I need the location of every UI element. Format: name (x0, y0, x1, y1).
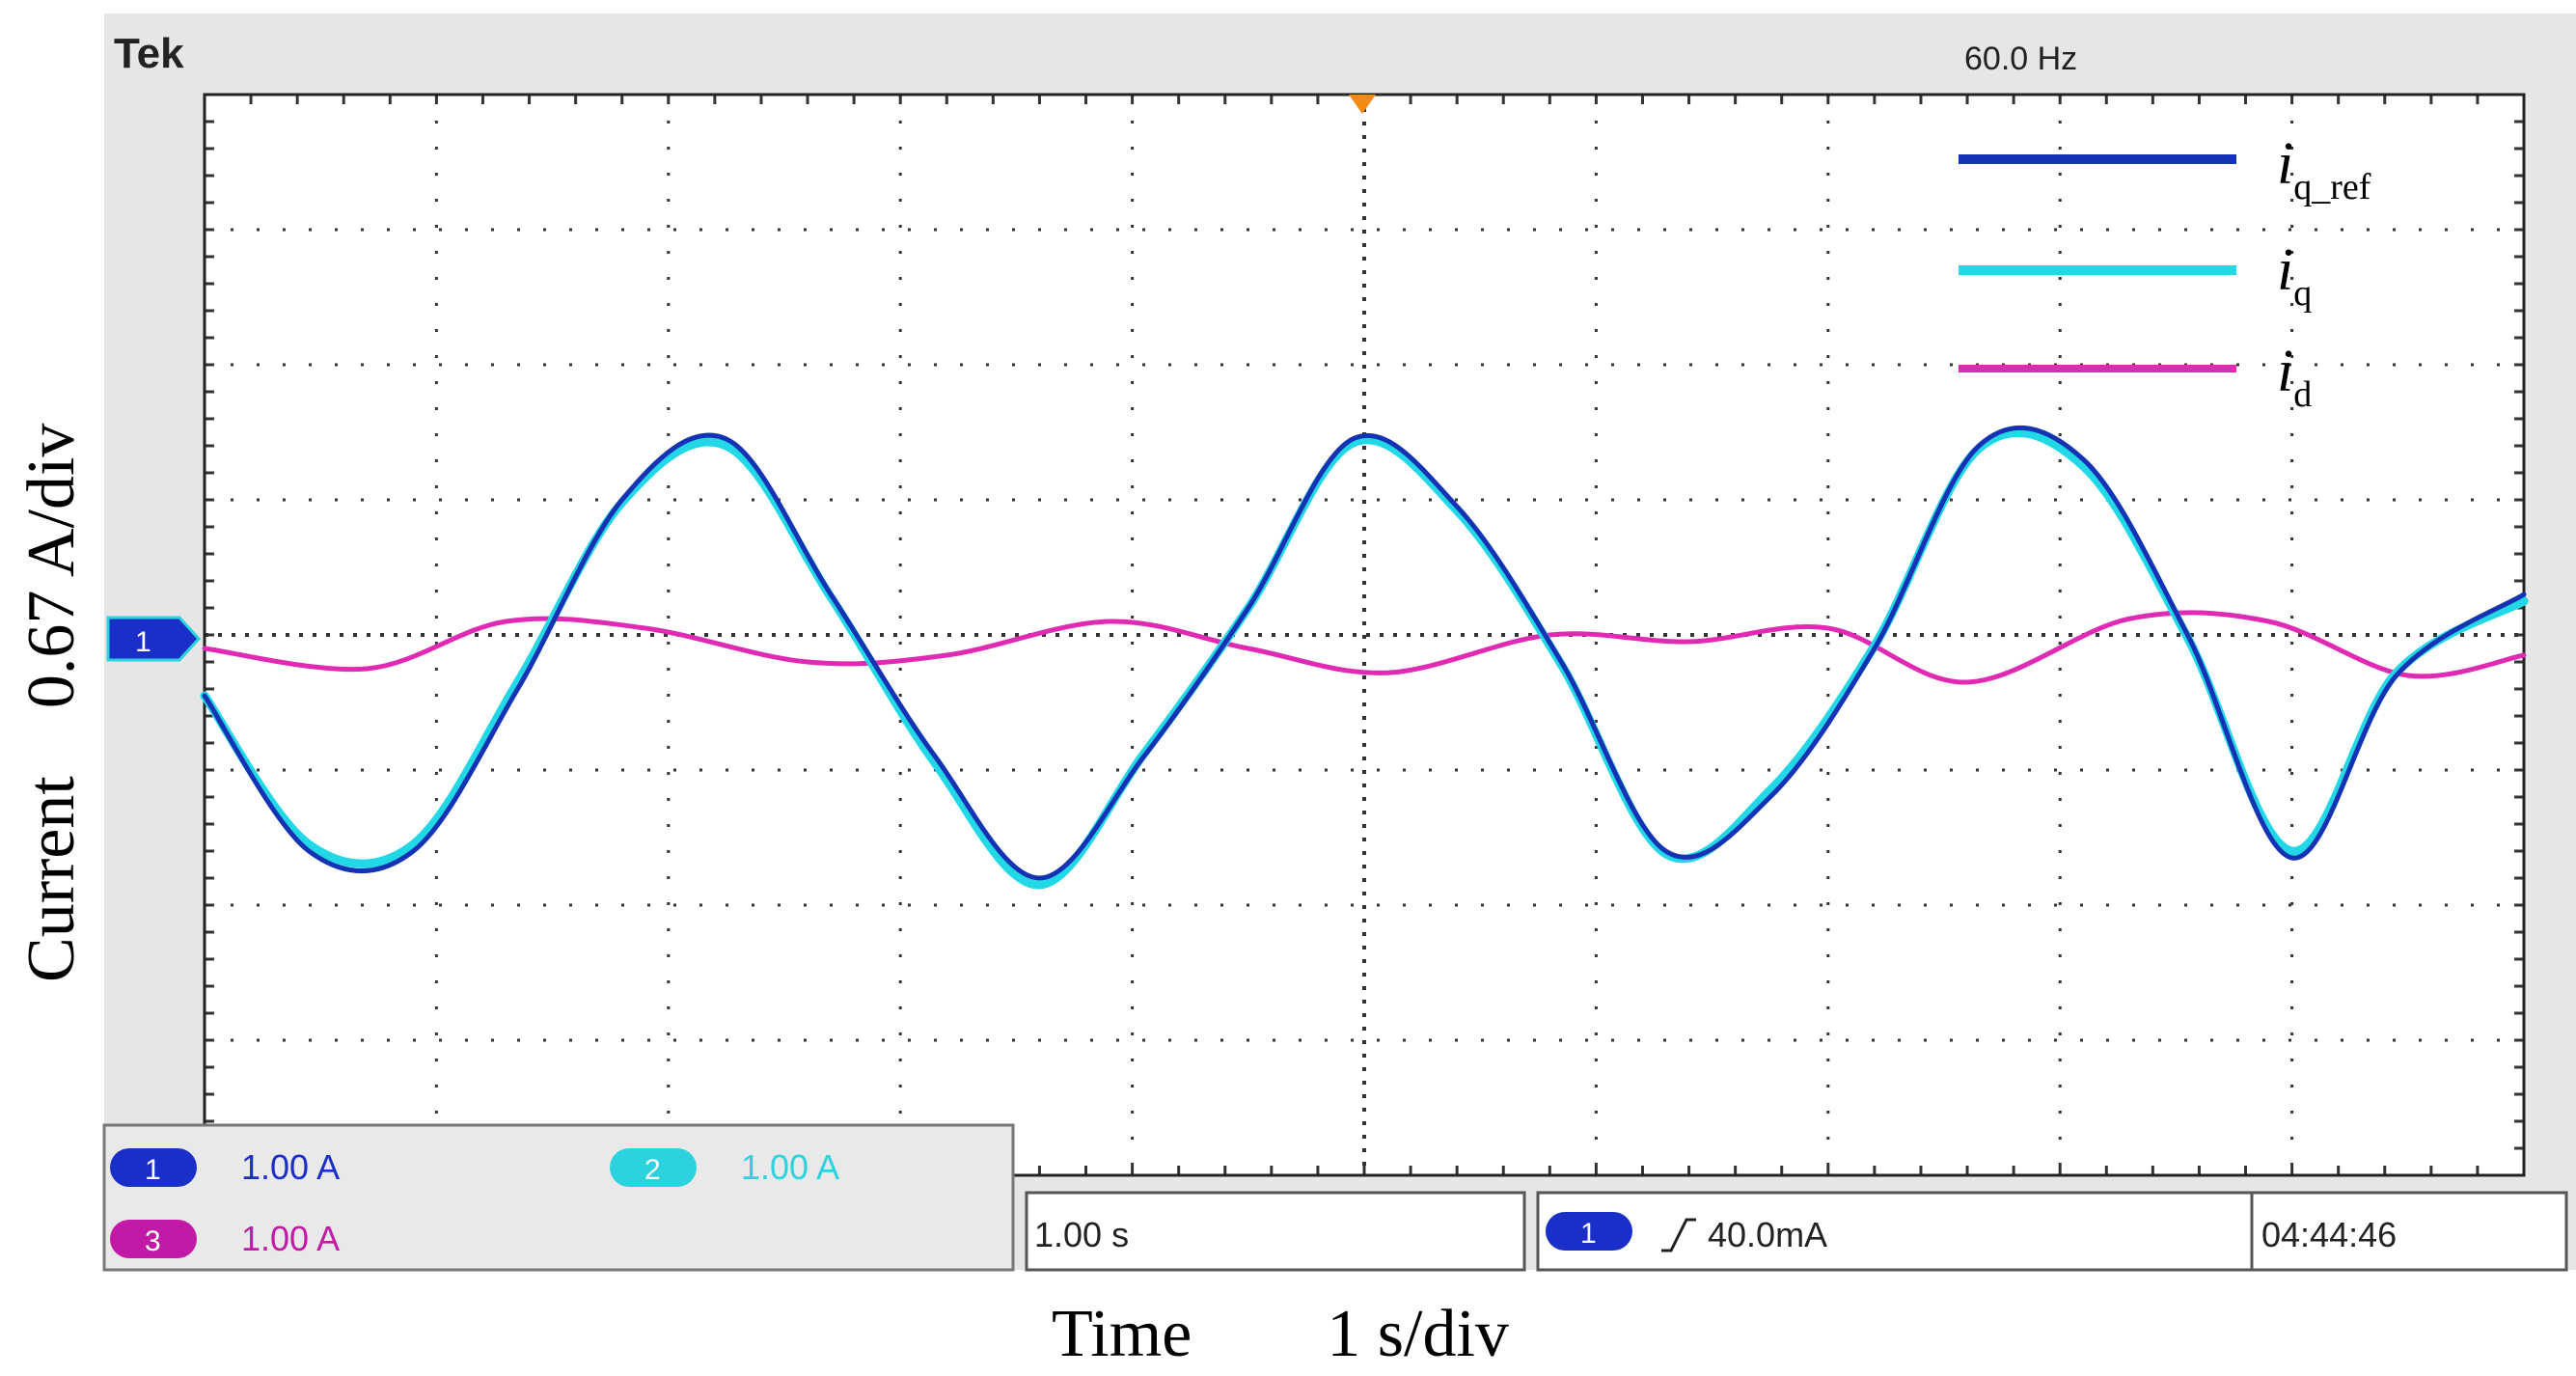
channel-scale-panel: 1 1.00 A 2 1.00 A 3 1.00 A (102, 1123, 1015, 1272)
channel-3-badge-label: 3 (145, 1225, 161, 1257)
rising-edge-icon (1661, 1218, 1696, 1252)
x-axis-label: Time 1 s/div (1052, 1297, 1509, 1371)
legend: iq_ref iq id (1959, 131, 2371, 415)
channel-1-badge[interactable] (110, 1148, 197, 1187)
channel-1-scale: 1.00 A (241, 1147, 340, 1187)
channel-3-scale: 1.00 A (241, 1219, 340, 1258)
traces (200, 425, 2529, 890)
trigger-position-marker (1349, 95, 1376, 114)
channel-2-scale: 1.00 A (741, 1147, 839, 1187)
brand-label: Tek (114, 30, 184, 77)
frequency-readout: 60.0 Hz (1964, 41, 2077, 77)
legend-label-iq: iq (2277, 237, 2312, 314)
ground-marker-label: 1 (135, 626, 151, 658)
channel-1-badge-label: 1 (145, 1154, 161, 1186)
trigger-channel-badge[interactable] (1546, 1212, 1632, 1251)
legend-label-iq-ref: iq_ref (2277, 131, 2371, 207)
timebase-panel: 1.00 s (1025, 1191, 1526, 1272)
channel-3-badge[interactable] (110, 1220, 197, 1258)
timebase-readout: 1.00 s (1034, 1215, 1129, 1254)
trigger-channel-label: 1 (1580, 1218, 1597, 1250)
clock-readout: 04:44:46 (2261, 1215, 2397, 1254)
trigger-panel: 1 40.0mA (1536, 1191, 2254, 1272)
trace-iq-ref (202, 425, 2527, 881)
trace-id (202, 610, 2527, 685)
y-axis-label: Current 0.67 A/div (14, 424, 89, 982)
trigger-level-readout: 40.0mA (1708, 1215, 1827, 1254)
channel-1-ground-marker: 1 (106, 616, 202, 662)
legend-label-id: id (2277, 339, 2312, 415)
channel-2-badge[interactable] (610, 1148, 697, 1187)
channel-2-badge-label: 2 (644, 1154, 661, 1186)
clock-panel: 04:44:46 (2250, 1191, 2568, 1272)
